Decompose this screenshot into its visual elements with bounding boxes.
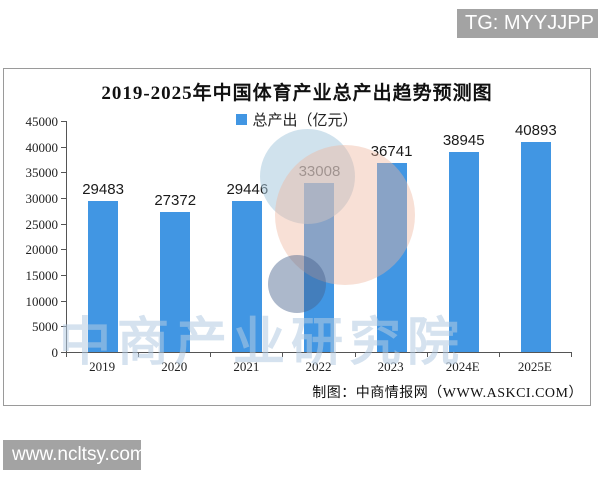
y-axis-tick [61, 198, 66, 199]
y-axis-tick-label: 20000 [25, 242, 59, 258]
x-axis-tick [354, 353, 356, 357]
x-axis-category-label: 2019 [89, 359, 116, 374]
chart-frame: 2019-2025年中国体育产业总产出趋势预测图 总产出（亿元） 29483 27… [3, 68, 591, 406]
y-axis-tick [61, 352, 66, 353]
x-axis-category-label: 2025E [517, 359, 552, 374]
bar-column: 29446 [211, 121, 283, 352]
x-axis-tick [571, 353, 572, 357]
y-axis-tick-label: 0 [51, 345, 59, 360]
x-axis-tick [66, 353, 67, 357]
attribution-text: 制图：中商情报网（WWW.ASKCI.COM） [312, 386, 583, 401]
y-axis-tick [61, 326, 66, 328]
bars-container: 29483 27372 29446 33008 36741 38945 40893 [67, 121, 572, 352]
bar [376, 163, 407, 352]
x-axis-category-label: 2022 [305, 359, 332, 374]
x-axis-tick [282, 353, 284, 357]
bar [520, 142, 551, 352]
y-axis-tick-label: 45000 [25, 114, 59, 129]
bar-column: 33008 [283, 121, 355, 352]
bar [160, 211, 191, 352]
bar [88, 200, 119, 352]
bar [232, 200, 263, 352]
y-axis-tick-label: 10000 [25, 293, 59, 309]
site-badge: www.ncltsy.com [3, 440, 146, 470]
bar-value-label: 27372 [154, 191, 197, 209]
chart-legend: 总产出（亿元） [4, 109, 590, 130]
bar-column: 36741 [356, 121, 428, 352]
chart-title: 2019-2025年中国体育产业总产出趋势预测图 [101, 83, 493, 104]
bar-value-label: 40893 [514, 122, 557, 140]
tg-badge: TG: MYYJJPP [457, 9, 598, 38]
legend-label: 总产出（亿元） [252, 113, 358, 129]
y-axis-tick [61, 275, 66, 276]
y-axis-tick [61, 249, 66, 251]
bar-value-label: 38945 [442, 132, 485, 150]
y-axis-tick [61, 300, 66, 302]
x-axis-category-label: 2020 [161, 359, 188, 374]
bar-column: 40893 [500, 121, 572, 352]
y-axis-tick-label: 25000 [25, 216, 59, 232]
x-axis-tick [498, 353, 500, 357]
bar-column: 29483 [67, 121, 139, 352]
x-axis-tick [426, 353, 428, 357]
legend-swatch-icon [236, 114, 248, 125]
x-axis-category-label: 2023 [377, 359, 404, 374]
bar [304, 182, 335, 352]
y-axis-tick [61, 121, 66, 122]
y-axis-tick [61, 172, 66, 174]
x-axis-category-label: 2024E [445, 359, 480, 374]
x-axis-category-label: 2021 [233, 359, 260, 374]
x-axis-tick [210, 353, 212, 357]
y-axis-tick-label: 40000 [25, 139, 59, 155]
y-axis-tick-label: 5000 [32, 319, 58, 335]
bar-column: 38945 [428, 121, 500, 352]
y-axis-tick-label: 30000 [25, 191, 59, 206]
y-axis-tick-label: 15000 [25, 268, 59, 283]
x-axis-tick [138, 353, 140, 357]
bar-value-label: 29446 [226, 180, 269, 198]
x-axis-labels: 2019 2020 2021 2022 2023 2024E 2025E [66, 359, 571, 375]
bar-value-label: 29483 [82, 180, 124, 198]
y-axis-tick [61, 146, 66, 148]
bar-value-label: 36741 [370, 143, 413, 161]
plot-area: 29483 27372 29446 33008 36741 38945 40893 [66, 121, 572, 353]
bar-value-label: 33008 [298, 162, 341, 180]
bar-column: 27372 [139, 121, 211, 352]
bar [448, 152, 479, 352]
y-axis-tick-label: 35000 [25, 165, 59, 181]
y-axis-tick [61, 223, 66, 225]
